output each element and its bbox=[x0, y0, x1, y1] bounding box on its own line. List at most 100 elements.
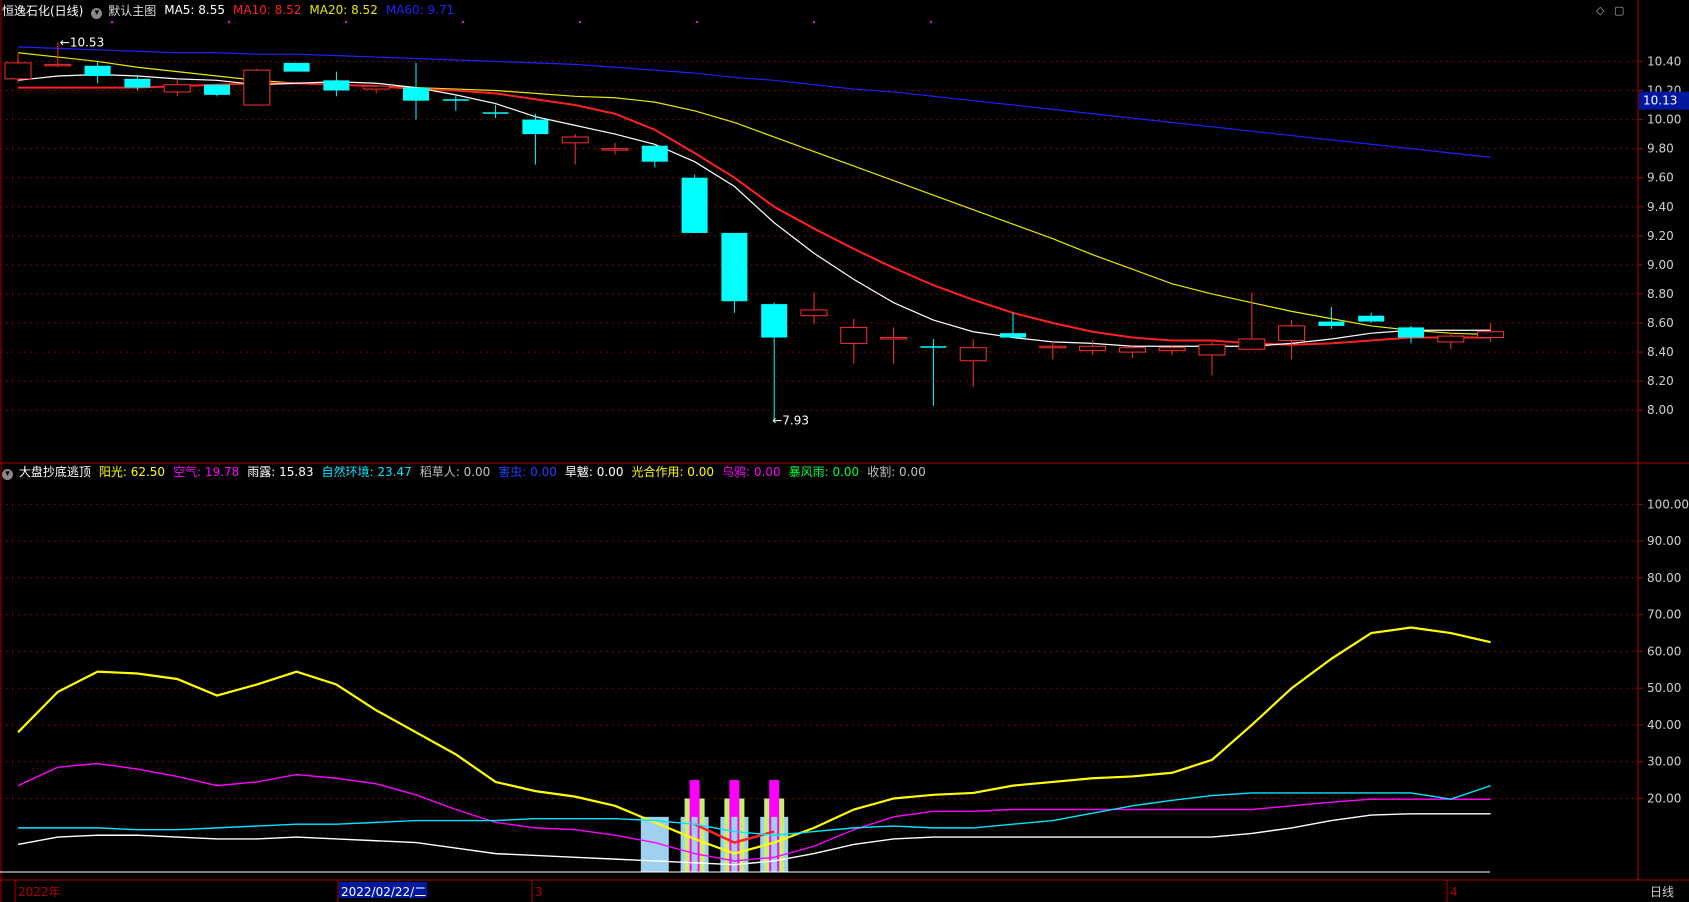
candle-body bbox=[84, 65, 111, 76]
candle-body bbox=[920, 346, 947, 348]
indicator-selector[interactable]: ▾ 大盘抄底逃顶 bbox=[2, 463, 91, 480]
candle-body bbox=[601, 148, 629, 151]
candle-body bbox=[283, 62, 310, 72]
candle-body bbox=[840, 326, 868, 344]
indicator-line bbox=[17, 813, 1491, 866]
candle-body bbox=[1079, 345, 1107, 352]
candle-body bbox=[641, 145, 668, 162]
date-label: 2022年 bbox=[18, 885, 61, 899]
candle-body bbox=[761, 304, 788, 338]
candle-body bbox=[124, 78, 151, 88]
indicator-bar-inner bbox=[691, 816, 698, 872]
maximize-icon[interactable]: ▢ bbox=[1614, 4, 1625, 17]
ind-ytick-label: 90.00 bbox=[1647, 534, 1681, 548]
indicator-legend-item: 暴风雨: 0.00 bbox=[788, 464, 860, 479]
marker-dot bbox=[111, 21, 113, 23]
main-chart-selector[interactable]: ▾ 默认主图 bbox=[91, 2, 156, 19]
indicator-legend-item: 旱魃: 0.00 bbox=[564, 464, 624, 479]
indicator-legend-item: 雨露: 15.83 bbox=[247, 464, 314, 479]
candle-body bbox=[362, 85, 390, 90]
max-price-label: ←10.53 bbox=[60, 36, 104, 50]
ind-ytick-label: 20.00 bbox=[1647, 791, 1681, 805]
candle-body bbox=[44, 63, 72, 67]
candle-body bbox=[1198, 344, 1226, 356]
candle-body bbox=[561, 136, 589, 144]
candle-body bbox=[243, 69, 271, 106]
ma60-line bbox=[17, 46, 1491, 158]
main-ytick-label: 8.80 bbox=[1647, 287, 1674, 301]
indicator-legend-item: 乌鸦: 0.00 bbox=[722, 464, 781, 479]
indicator-legend-item: 害虫: 0.00 bbox=[498, 464, 557, 479]
chevron-down-icon[interactable]: ▾ bbox=[2, 468, 13, 480]
ma5-line bbox=[17, 73, 1491, 347]
candle-body bbox=[1358, 315, 1385, 322]
candle-body bbox=[1278, 325, 1306, 341]
ma20-line bbox=[17, 52, 1491, 336]
marker-dot bbox=[228, 21, 230, 23]
ma5-label: MA5: 8.55 bbox=[164, 3, 225, 17]
indicator-legend-item: 空气: 19.78 bbox=[173, 464, 240, 479]
main-ytick-label: 8.40 bbox=[1647, 345, 1674, 359]
date-label: 4 bbox=[1450, 885, 1458, 899]
candle-body bbox=[1477, 331, 1505, 339]
marker-dot bbox=[579, 21, 581, 23]
current-price-box bbox=[1639, 91, 1689, 110]
indicator-bar-inner bbox=[771, 816, 778, 872]
candle-body bbox=[959, 347, 987, 362]
indicator-legend: ▾ 大盘抄底逃顶 阳光: 62.50 空气: 19.78 雨露: 15.83 自然环境… bbox=[2, 463, 926, 480]
chevron-down-icon[interactable]: ▾ bbox=[91, 7, 103, 19]
candle-body bbox=[1000, 333, 1026, 338]
candle-body bbox=[681, 177, 708, 233]
candle-body bbox=[1238, 338, 1266, 350]
main-chart-name: 默认主图 bbox=[108, 3, 157, 18]
main-ytick-label: 9.80 bbox=[1647, 142, 1674, 156]
indicator-legend-item: 光合作用: 0.00 bbox=[631, 464, 715, 479]
ind-ytick-label: 40.00 bbox=[1647, 718, 1681, 732]
main-ytick-label: 9.00 bbox=[1647, 258, 1674, 272]
red-segment-line bbox=[694, 823, 775, 844]
indicator-line bbox=[17, 626, 1491, 855]
indicator-line bbox=[17, 762, 1491, 862]
marker-dot bbox=[930, 21, 932, 23]
indicator-legend-item: 收割: 0.00 bbox=[867, 464, 926, 479]
ma60-label: MA60: 9.71 bbox=[385, 3, 455, 17]
marker-dot bbox=[813, 21, 815, 23]
candle-body bbox=[880, 337, 908, 340]
candle-body bbox=[800, 309, 828, 317]
candle-body bbox=[323, 80, 350, 91]
marker-dot bbox=[462, 21, 464, 23]
main-ytick-label: 9.60 bbox=[1647, 171, 1674, 185]
current-price-label: 10.13 bbox=[1643, 94, 1677, 108]
candle-body bbox=[163, 84, 191, 93]
main-ytick-label: 10.00 bbox=[1647, 113, 1681, 127]
candle-body bbox=[204, 84, 230, 95]
candle-body bbox=[1039, 345, 1067, 349]
ind-ytick-label: 70.00 bbox=[1647, 608, 1681, 622]
diamond-icon[interactable]: ◇ bbox=[1596, 4, 1605, 17]
stock-title[interactable]: 恒逸石化(日线) bbox=[2, 3, 84, 18]
main-ytick-label: 8.00 bbox=[1647, 403, 1674, 417]
ind-ytick-label: 80.00 bbox=[1647, 571, 1681, 585]
marker-dot bbox=[696, 21, 698, 23]
ma10-label: MA10: 8.52 bbox=[233, 3, 302, 17]
indicator-legend-item: 稻草人: 0.00 bbox=[419, 464, 491, 479]
candle-body bbox=[522, 119, 549, 135]
ma20-label: MA20: 8.52 bbox=[309, 3, 378, 17]
candle-body bbox=[721, 232, 748, 302]
candle-body bbox=[1398, 327, 1424, 338]
date-label: 2022/02/22/二 bbox=[341, 885, 426, 899]
candle-body bbox=[1318, 321, 1345, 326]
main-ytick-label: 8.20 bbox=[1647, 374, 1674, 388]
ind-ytick-label: 30.00 bbox=[1647, 755, 1681, 769]
period-label[interactable]: 日线 bbox=[1650, 885, 1674, 899]
ind-ytick-label: 60.00 bbox=[1647, 644, 1681, 658]
main-ytick-label: 9.40 bbox=[1647, 200, 1674, 214]
main-ytick-label: 9.20 bbox=[1647, 229, 1674, 243]
candle-body bbox=[403, 87, 429, 101]
candle-body bbox=[4, 62, 32, 80]
main-ytick-label: 10.40 bbox=[1647, 54, 1681, 68]
indicator-legend-item: 阳光: 62.50 bbox=[98, 464, 166, 479]
date-highlight bbox=[339, 882, 427, 898]
main-ytick-label: 8.60 bbox=[1647, 316, 1674, 330]
